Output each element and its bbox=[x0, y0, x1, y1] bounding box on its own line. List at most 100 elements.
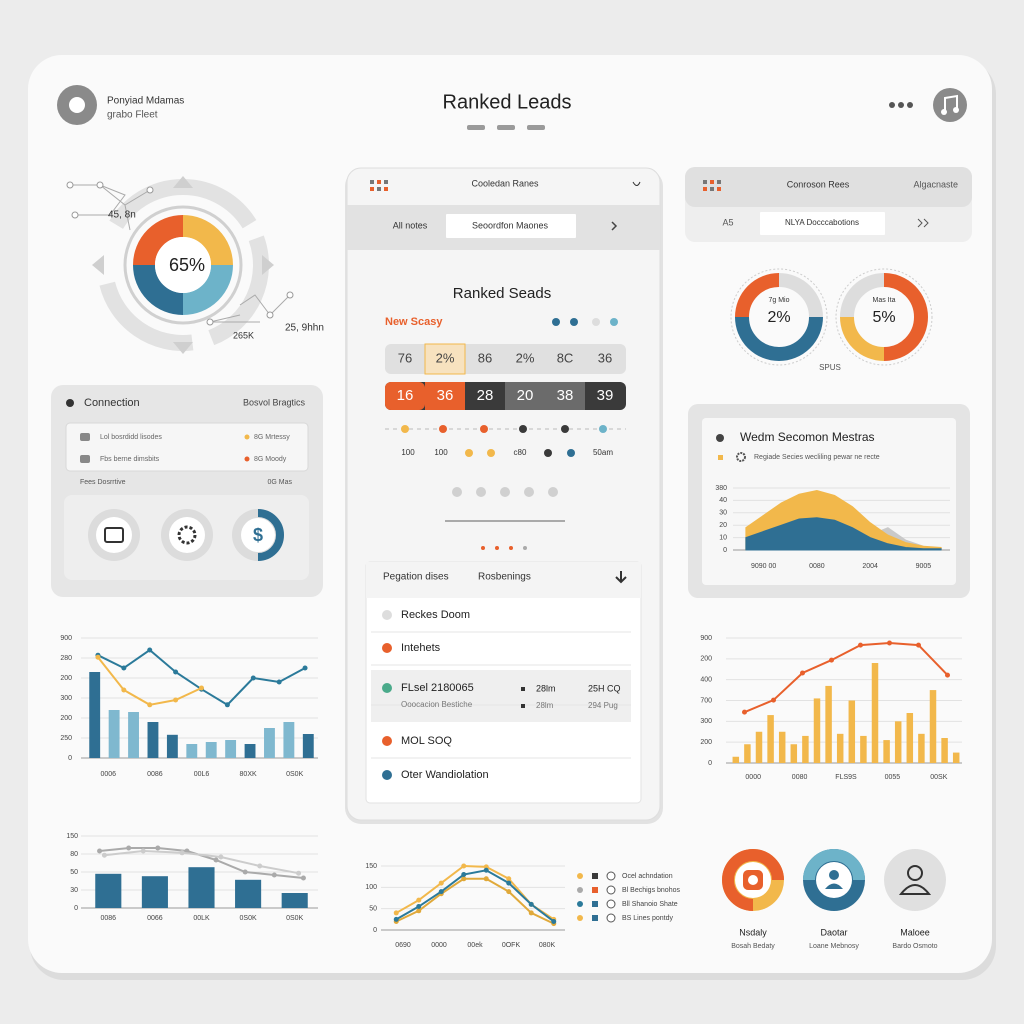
legend-text: Bl Bechigs bnohos bbox=[622, 887, 680, 894]
person-body bbox=[825, 883, 843, 889]
line-point bbox=[155, 845, 161, 851]
scale-label: 100 bbox=[434, 448, 448, 457]
profile-arc bbox=[722, 849, 784, 911]
grid-icon bbox=[377, 187, 381, 191]
y-tick-label: 100 bbox=[365, 884, 377, 891]
scale-label: 50am bbox=[593, 448, 613, 457]
list-highlight bbox=[371, 670, 631, 722]
bar bbox=[871, 663, 879, 763]
legend-text: BS Lines pontdy bbox=[622, 915, 673, 922]
row1-bg bbox=[385, 344, 626, 374]
list-header: Pegation dises bbox=[383, 572, 449, 583]
x-tick-label: 0080 bbox=[792, 774, 808, 781]
scale-label: 100 bbox=[401, 448, 415, 457]
line-point bbox=[97, 848, 103, 854]
download-arrow bbox=[615, 571, 627, 584]
cell: 8C bbox=[557, 350, 574, 365]
legend-square bbox=[592, 887, 598, 893]
y-tick-label: 400 bbox=[700, 677, 712, 684]
tab-active-label: NLYA Docccabotions bbox=[785, 218, 859, 227]
bar bbox=[883, 740, 890, 763]
bar bbox=[264, 728, 275, 758]
line-point bbox=[276, 679, 282, 685]
brand-icon-inner bbox=[69, 97, 85, 113]
timeline-dot bbox=[480, 425, 488, 433]
row-dot bbox=[244, 456, 250, 462]
x-tick-label: 0086 bbox=[101, 915, 117, 922]
scale-dot bbox=[567, 449, 575, 457]
cell: 16 bbox=[397, 387, 414, 404]
profile-name: Maloee bbox=[900, 927, 930, 937]
line-point bbox=[528, 901, 534, 907]
line-point bbox=[461, 863, 467, 869]
title-dash bbox=[467, 125, 485, 130]
tab: A5 bbox=[722, 217, 733, 227]
bar bbox=[89, 672, 101, 758]
cell-bg bbox=[385, 382, 425, 410]
line-point bbox=[506, 880, 512, 886]
x-tick-label: 00LK bbox=[193, 915, 210, 922]
line-point bbox=[257, 863, 263, 869]
profile-sub: Bosah Bedaty bbox=[731, 943, 775, 950]
cell: 36 bbox=[437, 387, 454, 404]
footer-left: Fees Dosrrtive bbox=[80, 479, 126, 486]
bar bbox=[732, 756, 740, 763]
y-tick-label: 200 bbox=[700, 656, 712, 663]
line-point bbox=[438, 880, 444, 886]
person-head bbox=[907, 865, 923, 881]
music-note bbox=[941, 109, 947, 115]
tab-active bbox=[446, 214, 576, 238]
bar bbox=[744, 744, 751, 763]
bar bbox=[166, 734, 178, 758]
donut-halo bbox=[730, 268, 828, 366]
x-tick-label: 0080 bbox=[809, 563, 825, 570]
row-label: Fbs berne dimsbits bbox=[100, 456, 160, 463]
bar bbox=[108, 710, 120, 758]
legend-ring bbox=[606, 913, 616, 923]
bar bbox=[952, 752, 960, 763]
x-tick-label: 0S0K bbox=[286, 771, 303, 778]
icon-inner bbox=[169, 517, 205, 553]
line-point bbox=[393, 916, 399, 922]
row-label: Lol bosrdidd lisodes bbox=[100, 434, 162, 441]
y-tick-label: 900 bbox=[60, 635, 72, 642]
list-action: Rosbenings bbox=[478, 572, 531, 583]
list-dot bbox=[382, 610, 392, 620]
y-tick-label: 150 bbox=[365, 863, 377, 870]
list-item: Intehets bbox=[401, 642, 441, 654]
line-point bbox=[858, 642, 863, 648]
connection-dot bbox=[66, 399, 74, 407]
y-tick-label: 200 bbox=[60, 715, 72, 722]
page-title: Ranked Leads bbox=[443, 91, 572, 113]
list-item: Reckes Doom bbox=[401, 609, 470, 621]
legend-dot bbox=[577, 915, 583, 921]
gauge-center bbox=[155, 237, 211, 293]
list-item: FLsel 2180065 bbox=[401, 682, 474, 694]
cell: 38 bbox=[557, 387, 574, 404]
y-tick-label: 0 bbox=[373, 927, 377, 934]
line-point bbox=[121, 665, 127, 671]
cell-bg bbox=[505, 382, 545, 410]
donut-segment bbox=[182, 215, 233, 266]
briefcase-icon bbox=[104, 527, 124, 543]
bar bbox=[128, 712, 139, 758]
line-point bbox=[296, 870, 302, 876]
brand-name: Ponyiad Mdamas bbox=[107, 96, 184, 107]
profile-sub: Bardo Osmoto bbox=[892, 943, 937, 950]
pager-dot bbox=[552, 318, 560, 326]
bar bbox=[825, 685, 832, 763]
grid-icon bbox=[370, 180, 374, 184]
list-item: MOL SOQ bbox=[401, 735, 452, 747]
timeline-dot bbox=[401, 425, 409, 433]
menu-dot bbox=[889, 102, 895, 108]
grid-icon bbox=[710, 180, 714, 184]
line-point bbox=[887, 640, 892, 646]
donut-segment bbox=[735, 316, 823, 361]
line-point bbox=[461, 872, 467, 878]
list-sub: Ooocacion Bestiche bbox=[401, 700, 473, 709]
row-meta: 8G Mrtessy bbox=[254, 434, 290, 441]
pager-dot bbox=[610, 318, 618, 326]
title-dot bbox=[716, 434, 724, 442]
scale-label: c80 bbox=[514, 448, 527, 457]
